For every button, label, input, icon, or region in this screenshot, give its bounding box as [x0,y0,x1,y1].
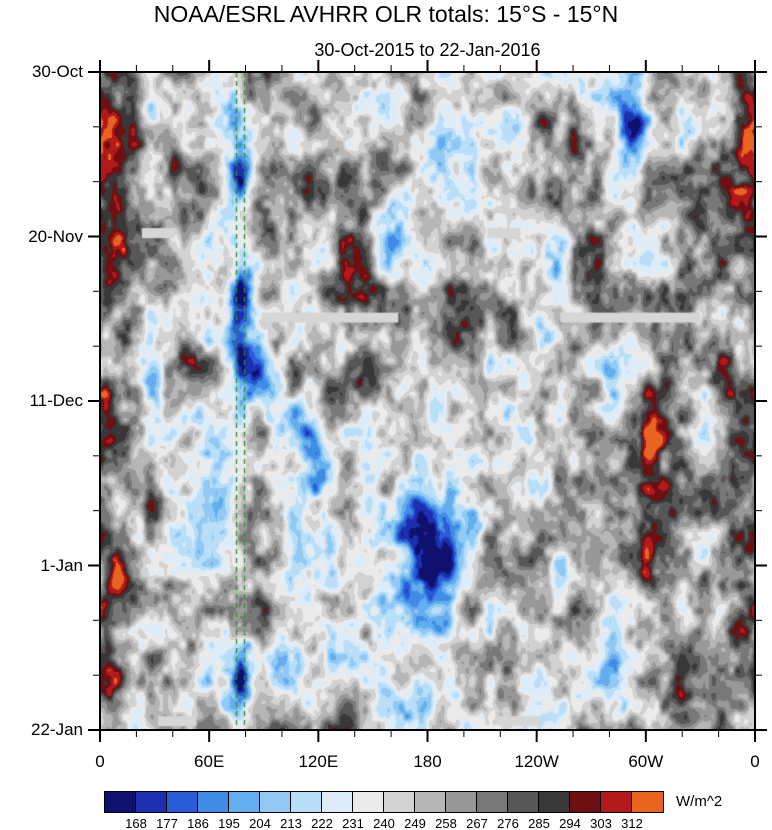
colorbar-cell [477,792,508,812]
y-tick-label: 22-Jan [31,720,83,739]
colorbar-tick-label: 168 [125,816,147,830]
y-tick-label: 20-Nov [28,226,83,246]
colorbar-cell [446,792,477,812]
colorbar-cell [198,792,229,812]
x-tick-label: 60W [628,752,664,771]
chart-subtitle: 30-Oct-2015 to 22-Jan-2016 [314,40,541,60]
colorbar-cell [632,792,663,812]
y-tick-label: 30-Oct [31,62,83,81]
x-tick-label: 0 [750,752,760,771]
colorbar-cell [136,792,167,812]
colorbar-cell [291,792,322,812]
colorbar-tick-label: 213 [280,816,302,830]
colorbar-tick-label: 276 [497,816,519,830]
olr-heatmap-canvas [100,72,755,730]
colorbar-tick-label: 303 [590,816,612,830]
colorbar-cell [539,792,570,812]
colorbar-units-label: W/m^2 [676,793,723,810]
colorbar-cell [353,792,384,812]
colorbar-tick-label: 231 [342,816,364,830]
x-tick-label: 180 [413,752,442,771]
colorbar-tick-label: 222 [311,816,333,830]
y-tick-label: 11-Dec [29,391,83,410]
colorbar-cell [601,792,632,812]
colorbar-tick-label: 258 [435,816,457,830]
chart-title: NOAA/ESRL AVHRR OLR totals: 15°S - 15°N [153,1,619,27]
colorbar-cell [415,792,446,812]
colorbar-tick-label: 294 [559,816,581,830]
colorbar-cell [229,792,260,812]
colorbar-cell [322,792,353,812]
colorbar [104,791,664,813]
x-tick-label: 60E [194,752,225,771]
colorbar-cell [570,792,601,812]
x-tick-label: 0 [95,752,105,771]
colorbar-tick-label: 249 [404,816,426,830]
colorbar-tick-label: 267 [466,816,488,830]
colorbar-tick-label: 204 [249,816,271,830]
x-tick-label: 120E [298,752,339,771]
colorbar-cell [167,792,198,812]
colorbar-cell [105,792,136,812]
colorbar-tick-label: 195 [218,816,240,830]
colorbar-tick-label: 240 [373,816,395,830]
colorbar-tick-label: 312 [621,816,643,830]
colorbar-cell [384,792,415,812]
colorbar-tick-label: 285 [528,816,550,830]
colorbar-cell [508,792,539,812]
colorbar-tick-label: 186 [187,816,209,830]
colorbar-cell [260,792,291,812]
colorbar-tick-label: 177 [156,816,178,830]
x-tick-label: 120W [514,752,559,771]
y-tick-label: 1-Jan [40,555,83,575]
